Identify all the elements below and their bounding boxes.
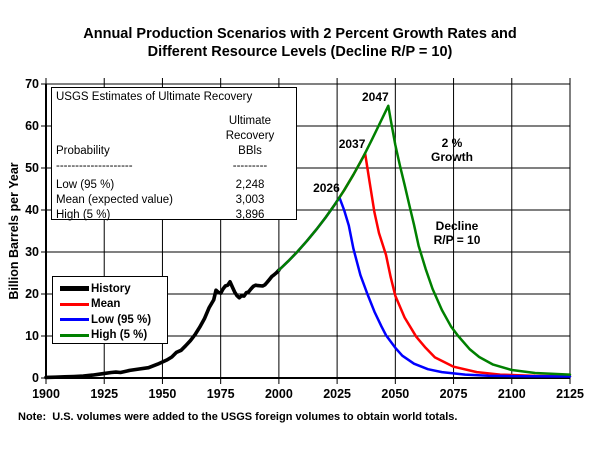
x-tick-label-1900: 1900 <box>32 387 60 401</box>
y-tick-label-40: 40 <box>25 203 39 217</box>
info-row-mean-expected-value: Mean (expected value) 3,003 <box>56 193 292 208</box>
x-tick-label-2000: 2000 <box>264 387 293 401</box>
y-tick-label-30: 30 <box>25 245 39 259</box>
x-tick-label-2025: 2025 <box>323 387 352 401</box>
decline-annotation-line1: Decline <box>435 219 479 233</box>
legend-swatch-history <box>60 286 89 292</box>
decline-annotation: Decline R/P = 10 <box>434 219 481 247</box>
col2-header-line1: Ultimate Recovery <box>225 115 275 142</box>
legend-item-low-95: Low (95 %) <box>60 312 167 328</box>
x-tick-label-1975: 1975 <box>206 387 235 401</box>
info-row-value: 3,003 <box>235 194 265 206</box>
info-row-value: 2,248 <box>235 179 265 191</box>
y-axis-title: Billion Barrels per Year <box>7 162 21 300</box>
growth-annotation: 2 % Growth <box>431 136 473 164</box>
usgs-box-header-row1: Ultimate Recovery <box>56 114 292 144</box>
legend-swatch-high-5 <box>60 333 89 337</box>
legend-label-mean: Mean <box>91 298 121 311</box>
y-tick-label-60: 60 <box>25 119 39 133</box>
legend-item-high-5: High (5 %) <box>60 328 167 344</box>
decline-annotation-line2: R/P = 10 <box>433 233 481 247</box>
legend-label-low-95: Low (95 %) <box>91 313 152 326</box>
chart-title-line1: Annual Production Scenarios with 2 Perce… <box>83 26 517 42</box>
usgs-estimates-box: USGS Estimates of Ultimate Recovery Ulti… <box>51 87 297 223</box>
info-row-high-5: High (5 %) 3,896 <box>56 208 292 223</box>
chart-title-line2: Different Resource Levels (Decline R/P =… <box>147 44 453 60</box>
col2-divider: --------- <box>232 160 268 172</box>
y-tick-label-70: 70 <box>25 77 39 91</box>
x-tick-label-2050: 2050 <box>381 387 410 401</box>
legend-swatch-mean <box>60 302 89 306</box>
legend-label-history: History <box>91 282 131 295</box>
usgs-box-data-rows: Low (95 %) 2,248 Mean (expected value) 3,00… <box>56 178 292 223</box>
col1-divider: -------------------- <box>56 160 133 172</box>
legend-item-history: History <box>60 281 167 297</box>
chart-title: Annual Production Scenarios with 2 Perce… <box>0 25 600 61</box>
legend-item-mean: Mean <box>60 297 167 313</box>
series-line-low-95 <box>277 196 572 378</box>
usgs-box-title: USGS Estimates of Ultimate Recovery <box>56 91 253 103</box>
col1-header: Probability <box>56 145 110 157</box>
usgs-box-divider-row: -------------------- --------- <box>56 159 292 174</box>
series-line-history <box>44 268 281 380</box>
legend: History Mean Low (95 %) High (5 %) <box>52 276 168 344</box>
info-row-low-95: Low (95 %) 2,248 <box>56 178 292 193</box>
x-tick-label-2075: 2075 <box>439 387 468 401</box>
col2-header-line2: BBls <box>238 145 262 157</box>
y-tick-label-20: 20 <box>25 287 39 301</box>
info-row-value: 3,896 <box>235 209 265 221</box>
info-row-label: High (5 %) <box>56 209 111 221</box>
footnote: Note: U.S. volumes were added to the USG… <box>18 411 458 423</box>
series-line-high-5 <box>277 104 572 376</box>
legend-label-high-5: High (5 %) <box>91 329 148 342</box>
peak-label-2047: 2047 <box>361 89 389 104</box>
x-tick-label-1950: 1950 <box>148 387 177 401</box>
peak-label-2026: 2026 <box>313 181 340 196</box>
x-tick-label-2125: 2125 <box>556 387 584 401</box>
growth-annotation-line1: 2 % <box>441 136 463 150</box>
info-row-label: Low (95 %) <box>56 179 115 191</box>
y-tick-label-50: 50 <box>25 161 39 175</box>
usgs-box-header-row2: Probability BBls <box>56 144 292 159</box>
peak-label-2037: 2037 <box>338 137 366 152</box>
x-tick-label-1925: 1925 <box>90 387 119 401</box>
legend-swatch-low-95 <box>60 318 89 322</box>
info-row-label: Mean (expected value) <box>56 194 173 206</box>
growth-annotation-line2: Growth <box>431 150 473 164</box>
y-tick-label-0: 0 <box>32 371 39 385</box>
x-tick-label-2100: 2100 <box>497 387 526 401</box>
y-tick-label-10: 10 <box>25 329 39 343</box>
